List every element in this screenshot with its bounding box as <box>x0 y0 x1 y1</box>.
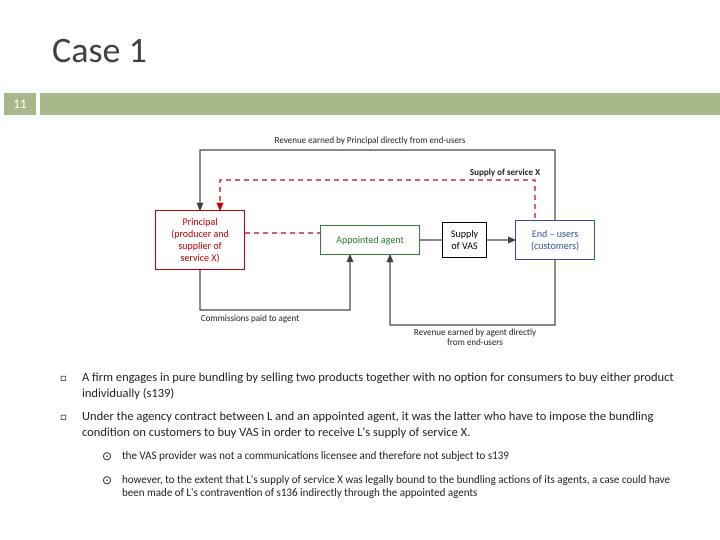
sub-bullet-2-text: however, to the extent that L's supply o… <box>122 473 690 501</box>
label-agent-rev-l2: from end-users <box>447 337 503 348</box>
label-agent-revenue: Revenue earned by agent directly from en… <box>380 328 570 349</box>
node-endusers: End – users (customers) <box>515 220 595 260</box>
diagram-area: Principal (producer and supplier of serv… <box>130 130 610 350</box>
label-commissions: Commissions paid to agent <box>180 314 320 324</box>
bullet-marker: □ <box>60 409 82 440</box>
label-supply-x: Supply of service X <box>450 168 560 178</box>
slide-number: 11 <box>4 93 36 115</box>
node-agent: Appointed agent <box>320 225 420 255</box>
sub-bullet-marker: ⊙ <box>102 449 122 465</box>
sub-bullet-1: ⊙ the VAS provider was not a communicati… <box>102 449 690 465</box>
sub-bullet-marker: ⊙ <box>102 473 122 501</box>
node-principal-l4: service X) <box>181 252 220 264</box>
bullet-1-text: A firm engages in pure bundling by selli… <box>82 370 690 401</box>
node-endusers-l2: (customers) <box>531 240 579 252</box>
node-agent-l1: Appointed agent <box>336 234 404 246</box>
label-top-revenue: Revenue earned by Principal directly fro… <box>240 136 500 146</box>
bullet-2-text: Under the agency contract between L and … <box>82 409 690 440</box>
label-agent-rev-l1: Revenue earned by agent directly <box>414 327 536 338</box>
bullet-list: □ A firm engages in pure bundling by sel… <box>60 370 690 508</box>
bullet-1: □ A firm engages in pure bundling by sel… <box>60 370 690 401</box>
slide-title: Case 1 <box>52 28 147 72</box>
bullet-2: □ Under the agency contract between L an… <box>60 409 690 440</box>
sub-bullet-2: ⊙ however, to the extent that L's supply… <box>102 473 690 501</box>
node-principal: Principal (producer and supplier of serv… <box>155 210 245 270</box>
node-vas-l2: of VAS <box>451 240 477 252</box>
bullet-marker: □ <box>60 370 82 401</box>
sub-bullet-list: ⊙ the VAS provider was not a communicati… <box>102 449 690 501</box>
sub-bullet-1-text: the VAS provider was not a communication… <box>122 449 509 465</box>
header-bar <box>40 93 720 115</box>
node-vas: Supply of VAS <box>442 222 487 258</box>
